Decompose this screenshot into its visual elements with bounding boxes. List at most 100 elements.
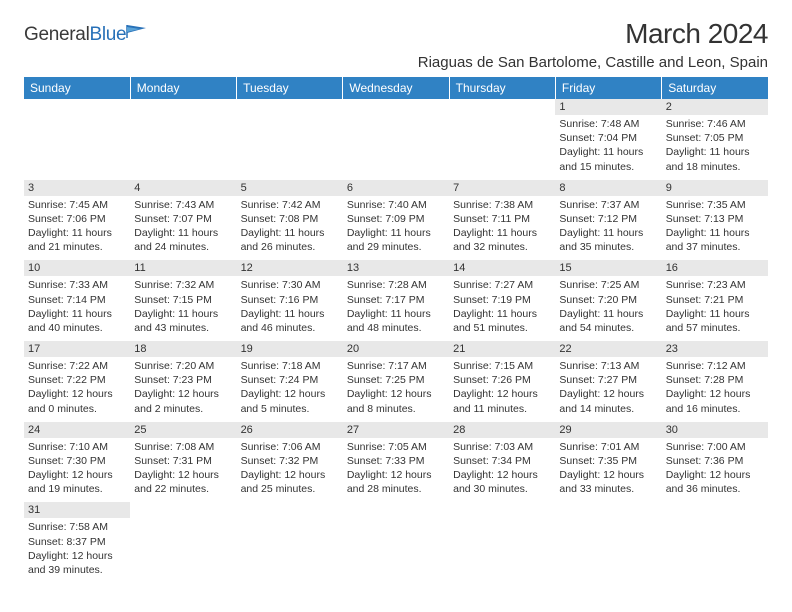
daylight-text-1: Daylight: 12 hours [666,468,764,482]
daylight-text-1: Daylight: 11 hours [347,307,445,321]
detail-row: Sunrise: 7:58 AMSunset: 8:37 PMDaylight:… [24,518,768,583]
daylight-text-1: Daylight: 11 hours [28,226,126,240]
day-number-cell: 1 [555,99,661,115]
day-number-cell: 30 [662,422,768,438]
sunset-text: Sunset: 7:07 PM [134,212,232,226]
daylight-text-2: and 24 minutes. [134,240,232,254]
sunset-text: Sunset: 7:19 PM [453,293,551,307]
day-detail-cell [130,518,236,583]
sunset-text: Sunset: 7:34 PM [453,454,551,468]
day-detail-cell: Sunrise: 7:42 AMSunset: 7:08 PMDaylight:… [237,196,343,261]
weekday-header: Sunday [24,77,130,99]
day-number-cell [237,502,343,518]
daylight-text-1: Daylight: 11 hours [666,307,764,321]
day-number-cell [130,99,236,115]
sunrise-text: Sunrise: 7:17 AM [347,359,445,373]
detail-row: Sunrise: 7:22 AMSunset: 7:22 PM Daylight:… [24,357,768,422]
sunrise-text: Sunrise: 7:28 AM [347,278,445,292]
daylight-text-2: and 11 minutes. [453,402,551,416]
day-detail-cell: Sunrise: 7:27 AMSunset: 7:19 PMDaylight:… [449,276,555,341]
daylight-text-1: Daylight: 11 hours [666,145,764,159]
day-detail-cell: Sunrise: 7:22 AMSunset: 7:22 PMDaylight:… [24,357,130,422]
brand-name-part1: General [24,24,90,45]
sunset-text: Sunset: 7:06 PM [28,212,126,226]
day-number-cell: 18 [130,341,236,357]
sunset-text: Sunset: 7:22 PM [28,373,126,387]
day-detail-cell: Sunrise: 7:48 AMSunset: 7:04 PMDaylight:… [555,115,661,180]
daylight-text-2: and 37 minutes. [666,240,764,254]
sunset-text: Sunset: 8:37 PM [28,535,126,549]
day-detail-cell: Sunrise: 7:43 AMSunset: 7:07 PMDaylight:… [130,196,236,261]
day-number-cell [24,99,130,115]
sunset-text: Sunset: 7:24 PM [241,373,339,387]
daylight-text-1: Daylight: 12 hours [666,387,764,401]
daynum-row: 24252627282930 [24,422,768,438]
day-detail-cell [449,115,555,180]
sunrise-text: Sunrise: 7:40 AM [347,198,445,212]
daylight-text-2: and 29 minutes. [347,240,445,254]
day-number-cell: 27 [343,422,449,438]
sunrise-text: Sunrise: 7:42 AM [241,198,339,212]
day-number-cell: 16 [662,260,768,276]
day-number-cell: 29 [555,422,661,438]
day-detail-cell [343,518,449,583]
sunrise-text: Sunrise: 7:22 AM [28,359,126,373]
daylight-text-1: Daylight: 12 hours [134,468,232,482]
weekday-header: Wednesday [343,77,449,99]
day-number-cell [662,502,768,518]
sunset-text: Sunset: 7:32 PM [241,454,339,468]
daylight-text-1: Daylight: 11 hours [559,145,657,159]
day-number-cell: 17 [24,341,130,357]
month-title: March 2024 [418,18,768,50]
daylight-text-2: and 21 minutes. [28,240,126,254]
detail-row: Sunrise: 7:10 AMSunset: 7:30 PMDaylight:… [24,438,768,503]
sunrise-text: Sunrise: 7:30 AM [241,278,339,292]
sunrise-text: Sunrise: 7:32 AM [134,278,232,292]
weekday-header-row: SundayMondayTuesdayWednesdayThursdayFrid… [24,77,768,99]
sunset-text: Sunset: 7:20 PM [559,293,657,307]
day-number-cell [449,502,555,518]
day-number-cell [555,502,661,518]
sunset-text: Sunset: 7:04 PM [559,131,657,145]
weekday-header: Monday [130,77,236,99]
sunrise-text: Sunrise: 7:12 AM [666,359,764,373]
daylight-text-2: and 14 minutes. [559,402,657,416]
daylight-text-2: and 2 minutes. [134,402,232,416]
day-number-cell: 20 [343,341,449,357]
brand-name-part2: Blue [90,24,127,45]
day-number-cell [343,99,449,115]
day-number-cell: 12 [237,260,343,276]
detail-row: Sunrise: 7:33 AMSunset: 7:14 PMDaylight:… [24,276,768,341]
sunrise-text: Sunrise: 7:48 AM [559,117,657,131]
brand-name: GeneralBlue [24,24,126,46]
sunrise-text: Sunrise: 7:06 AM [241,440,339,454]
sunset-text: Sunset: 7:05 PM [666,131,764,145]
day-number-cell: 2 [662,99,768,115]
day-detail-cell [237,518,343,583]
sunrise-text: Sunrise: 7:58 AM [28,520,126,534]
day-number-cell: 22 [555,341,661,357]
daylight-text-2: and 33 minutes. [559,482,657,496]
day-detail-cell [343,115,449,180]
sunset-text: Sunset: 7:36 PM [666,454,764,468]
day-number-cell: 28 [449,422,555,438]
daylight-text-1: Daylight: 11 hours [559,226,657,240]
daylight-text-1: Daylight: 12 hours [347,468,445,482]
daynum-row: 3456789 [24,180,768,196]
day-number-cell: 25 [130,422,236,438]
sunset-text: Sunset: 7:26 PM [453,373,551,387]
day-number-cell: 26 [237,422,343,438]
day-number-cell: 6 [343,180,449,196]
day-detail-cell: Sunrise: 7:17 AMSunset: 7:25 PMDaylight:… [343,357,449,422]
day-detail-cell: Sunrise: 7:12 AMSunset: 7:28 PMDaylight:… [662,357,768,422]
sunset-text: Sunset: 7:28 PM [666,373,764,387]
day-number-cell: 15 [555,260,661,276]
day-detail-cell [237,115,343,180]
day-detail-cell: Sunrise: 7:20 AMSunset: 7:23 PMDaylight:… [130,357,236,422]
daylight-text-2: and 16 minutes. [666,402,764,416]
sunrise-text: Sunrise: 7:00 AM [666,440,764,454]
day-detail-cell: Sunrise: 7:32 AMSunset: 7:15 PMDaylight:… [130,276,236,341]
day-detail-cell: Sunrise: 7:45 AMSunset: 7:06 PMDaylight:… [24,196,130,261]
sunrise-text: Sunrise: 7:27 AM [453,278,551,292]
daylight-text-1: Daylight: 12 hours [241,468,339,482]
